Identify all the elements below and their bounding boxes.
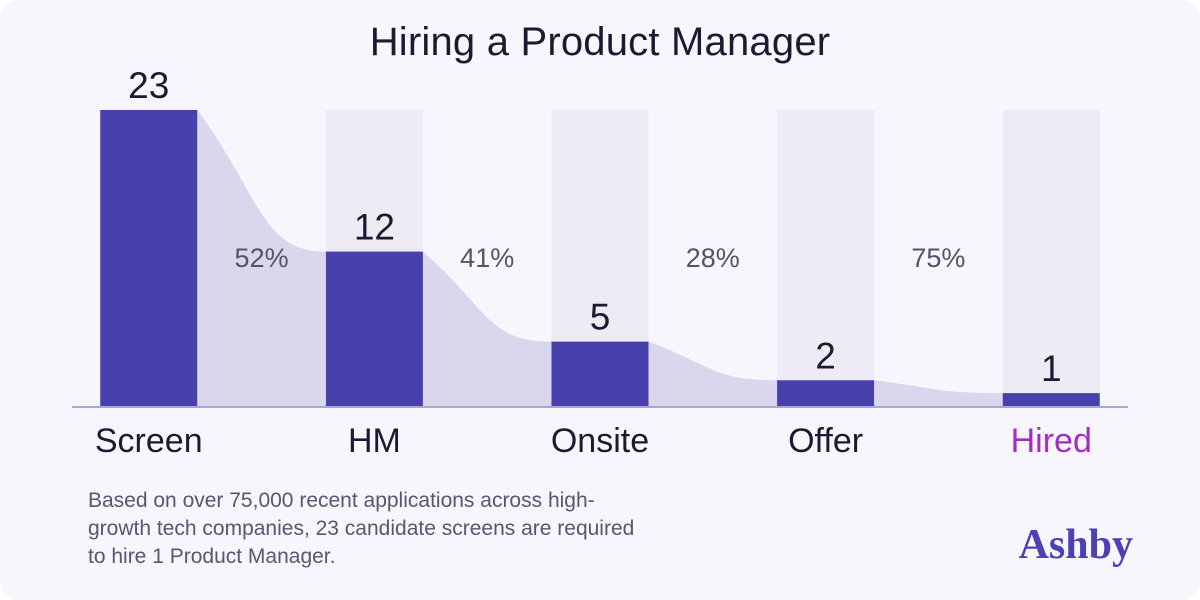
stage-label: HM (348, 422, 401, 460)
stage-label: Hired (1011, 422, 1092, 460)
funnel-connector (648, 341, 778, 406)
funnel-bar (100, 110, 198, 406)
footnote-line: growth tech companies, 23 candidate scre… (88, 517, 635, 540)
stage-label: Offer (788, 422, 863, 460)
stage-label: Screen (95, 422, 203, 460)
footnote: Based on over 75,000 recent applications… (88, 487, 634, 571)
funnel-track (777, 110, 875, 406)
x-axis-line (72, 406, 1128, 408)
chart-title: Hiring a Product Manager (369, 20, 831, 64)
conversion-label: 52% (235, 243, 289, 273)
conversion-label: 75% (911, 243, 965, 273)
bar-value-label: 5 (590, 297, 611, 338)
bar-value-label: 12 (354, 207, 395, 248)
funnel-track (1002, 110, 1100, 406)
conversion-label: 28% (686, 243, 740, 273)
ashby-logo: Ashby (1018, 522, 1133, 568)
funnel-connector (197, 110, 326, 406)
bar-value-label: 23 (128, 65, 169, 106)
conversion-label: 41% (460, 243, 514, 273)
bar-value-label: 1 (1041, 348, 1062, 389)
stage-label: Onsite (551, 422, 649, 460)
funnel-bar (325, 251, 423, 406)
funnel-bar (1002, 393, 1100, 406)
footnote-line: to hire 1 Product Manager. (88, 545, 336, 568)
footnote-line: Based on over 75,000 recent applications… (88, 489, 595, 512)
funnel-bar (777, 380, 875, 406)
bar-value-label: 2 (815, 335, 836, 376)
funnel-bar (551, 341, 649, 406)
funnel-connector (874, 380, 1003, 406)
funnel-connector (422, 251, 552, 406)
